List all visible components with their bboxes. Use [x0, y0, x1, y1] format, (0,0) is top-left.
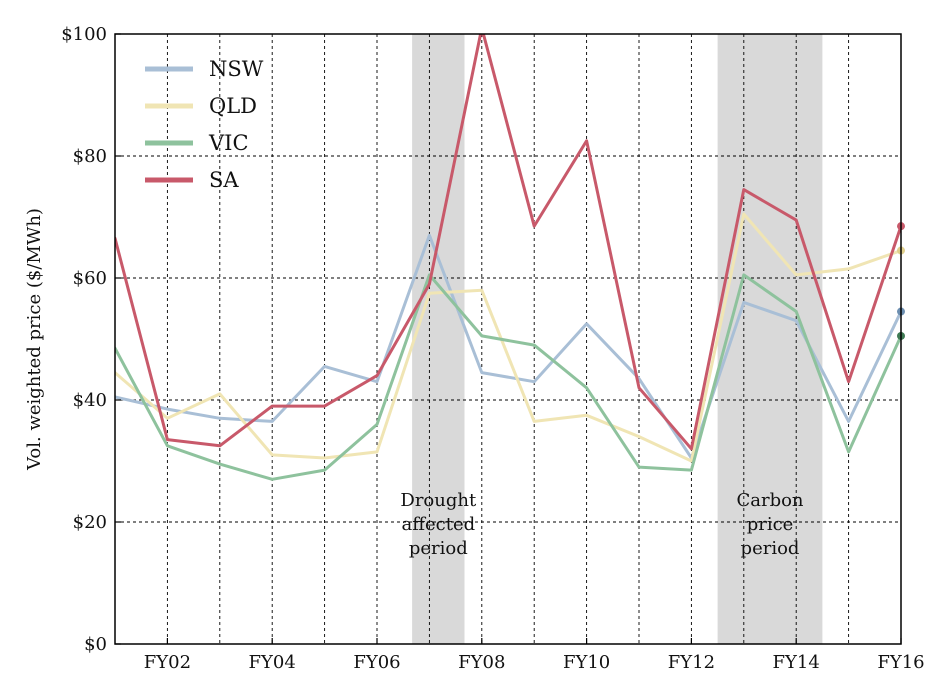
shaded-period-label: Drought	[400, 490, 477, 511]
y-axis-ticks: $0 $20 $40 $60 $80 $100	[61, 24, 121, 655]
y-tick-label: $40	[73, 390, 107, 411]
series-line-vic	[115, 273, 901, 481]
y-tick-label: $100	[61, 24, 107, 45]
x-tick-label: FY10	[563, 652, 610, 673]
shaded-period-labels: Drought affected period Carbon price period	[400, 490, 804, 559]
shaded-period-0	[412, 34, 465, 644]
series-line-sa	[115, 34, 901, 451]
legend-label-nsw: NSW	[209, 57, 264, 81]
shaded-period-label: affected	[401, 514, 475, 535]
x-tick-label: FY14	[773, 652, 820, 673]
shaded-period-label: period	[741, 538, 800, 559]
grid	[115, 34, 901, 644]
plot-frame	[114, 33, 902, 645]
x-tick-label: FY04	[249, 652, 296, 673]
legend-label-qld: QLD	[209, 94, 257, 118]
legend-label-sa: SA	[209, 168, 239, 192]
x-tick-label: FY06	[353, 652, 400, 673]
x-tick-label: FY08	[458, 652, 505, 673]
shaded-period-label: price	[747, 514, 794, 535]
x-tick-label: FY16	[877, 652, 924, 673]
shaded-period-label: period	[409, 538, 468, 559]
y-tick-label: $80	[73, 146, 107, 167]
x-axis-ticks: FY02 FY04 FY06 FY08 FY10 FY12 FY14 FY16	[144, 638, 925, 673]
legend: NSW QLD VIC SA	[145, 57, 264, 192]
x-tick-label: FY12	[668, 652, 715, 673]
series-lines	[115, 34, 901, 481]
y-axis-title: Vol. weighted price ($/MWh)	[24, 208, 45, 471]
series-line-nsw	[115, 233, 901, 460]
y-tick-label: $20	[73, 512, 107, 533]
x-tick-label: FY02	[144, 652, 191, 673]
y-tick-label: $60	[73, 268, 107, 289]
shaded-period-label: Carbon	[736, 490, 803, 511]
legend-label-vic: VIC	[208, 131, 249, 155]
y-tick-label: $0	[84, 634, 107, 655]
